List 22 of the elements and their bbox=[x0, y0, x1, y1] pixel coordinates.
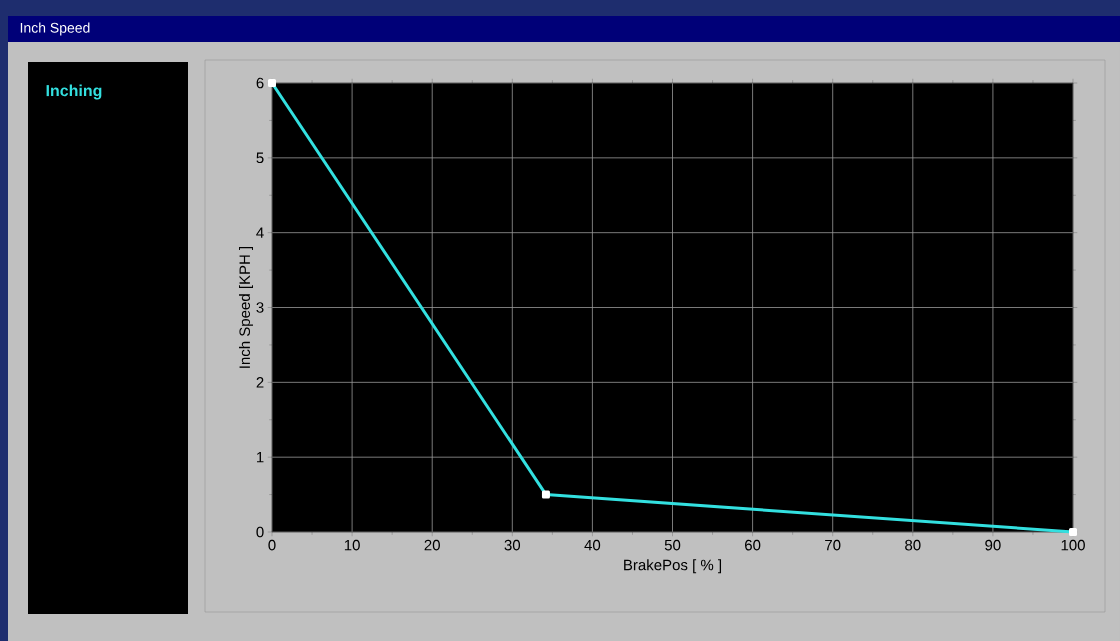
y-tick-label: 0 bbox=[256, 526, 264, 538]
x-axis-title: BrakePos [ % ] bbox=[624, 559, 722, 574]
y-tick-label: 2 bbox=[256, 377, 264, 388]
y-tick-label: 5 bbox=[256, 152, 264, 164]
x-tick-label: 30 bbox=[504, 539, 521, 551]
x-tick-label: 60 bbox=[745, 539, 761, 551]
y-axis-title: Inch Speed [KPH ] bbox=[239, 246, 253, 368]
x-tick-label: 20 bbox=[424, 539, 440, 551]
y-tick-label: 1 bbox=[257, 452, 264, 463]
x-tick-label: 40 bbox=[584, 539, 601, 551]
x-tick-label: 100 bbox=[1061, 539, 1085, 551]
text: Inch Speed bbox=[20, 22, 90, 36]
x-tick-label: 70 bbox=[825, 539, 841, 551]
x-tick-label: 50 bbox=[664, 539, 681, 551]
x-tick-label: 0 bbox=[268, 539, 276, 551]
x-tick-label: 90 bbox=[985, 539, 1001, 551]
x-tick-label: 10 bbox=[344, 539, 360, 551]
x-tick-label: 80 bbox=[905, 539, 921, 551]
text: Inching bbox=[46, 84, 102, 100]
y-tick-label: 6 bbox=[256, 77, 264, 89]
y-tick-label: 3 bbox=[256, 302, 264, 313]
y-tick-label: 4 bbox=[256, 227, 264, 238]
